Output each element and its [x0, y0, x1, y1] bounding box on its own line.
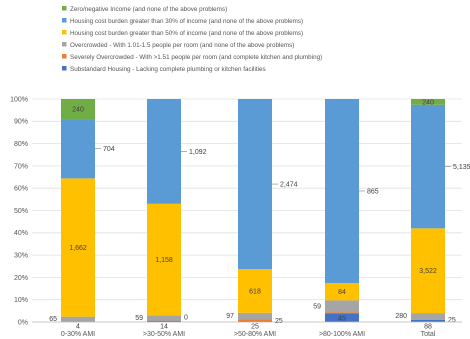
bar-segment — [238, 312, 272, 320]
data-label: 25 — [251, 324, 259, 331]
legend: Zero/negative Income (and none of the ab… — [62, 6, 322, 73]
data-label: 3,522 — [419, 268, 437, 275]
x-category-label: >50-80% AMI — [234, 331, 276, 338]
data-label: 59 — [135, 315, 143, 322]
data-label: 4 — [76, 324, 80, 331]
bar-segment — [411, 313, 445, 320]
bar-segment — [147, 320, 181, 322]
data-label: 1,158 — [155, 257, 173, 264]
bar-segment — [325, 313, 359, 322]
y-tick-label: 100% — [10, 96, 28, 103]
legend-swatch — [62, 42, 67, 47]
legend-entry: Housing cost burden greater than 30% of … — [70, 18, 303, 25]
y-tick-label: 70% — [14, 163, 28, 170]
y-tick-label: 10% — [14, 297, 28, 304]
legend-entry: Substandard Housing - Lacking complete p… — [70, 66, 266, 73]
bar-segment — [61, 119, 95, 179]
y-tick-label: 50% — [14, 208, 28, 215]
data-label: 65 — [49, 316, 57, 323]
legend-entry: Overcrowded - With 1.01-1.5 people per r… — [70, 42, 294, 49]
data-label: 280 — [395, 313, 407, 320]
y-axis: 0% 10% 20% 30% 40% 50% 60% 70% 80% 90% 100% — [10, 96, 28, 326]
legend-swatch — [62, 30, 67, 35]
data-label: 1,092 — [189, 149, 207, 156]
data-label: 25 — [448, 317, 456, 324]
data-label: 25 — [275, 318, 283, 325]
bar-segment — [325, 300, 359, 313]
bar-segment — [411, 319, 445, 320]
data-labels: 65 1,662 704 240 4 59 1,158 1,092 14 25 97 618 2,474… — [49, 99, 470, 330]
y-tick-label: 80% — [14, 141, 28, 148]
bar-segment — [238, 269, 272, 313]
y-tick-label: 0% — [18, 319, 28, 326]
data-label: 84 — [338, 289, 346, 296]
bar-segment — [411, 228, 445, 314]
bar-segment — [61, 99, 95, 120]
bar-segment — [147, 203, 181, 316]
data-label: 0 — [184, 315, 188, 322]
legend-swatch — [62, 54, 67, 59]
data-label: 14 — [160, 324, 168, 331]
data-label: 1,662 — [69, 245, 87, 252]
data-label: 240 — [72, 107, 84, 114]
y-tick-label: 60% — [14, 186, 28, 193]
bar-segment — [325, 99, 359, 283]
data-label: 618 — [249, 289, 261, 296]
data-label: 97 — [226, 313, 234, 320]
legend-entry: Severely Overcrowded - With >1.51 people… — [70, 54, 322, 61]
bar-segment — [147, 99, 181, 204]
y-tick-label: 40% — [14, 230, 28, 237]
legend-entry: Zero/negative Income (and none of the ab… — [70, 6, 227, 13]
data-label: 240 — [422, 99, 434, 106]
x-category-label: Total — [421, 331, 436, 338]
bar-segment — [61, 178, 95, 317]
data-label: 704 — [103, 146, 115, 153]
bar-segment — [411, 99, 445, 105]
legend-entry: Housing cost burden greater than 50% of … — [70, 30, 303, 37]
bar-segment — [238, 319, 272, 322]
legend-swatch — [62, 18, 67, 23]
bar-segment — [325, 312, 359, 314]
data-label: 2,474 — [280, 182, 298, 189]
bars — [61, 99, 445, 322]
data-label: 45 — [338, 315, 346, 322]
bar-segment — [411, 319, 445, 322]
x-category-label: >30-50% AMI — [143, 331, 185, 338]
y-tick-label: 20% — [14, 275, 28, 282]
data-label: 865 — [367, 188, 379, 195]
x-category-label: >80-100% AMI — [319, 331, 365, 338]
bar-segment — [238, 321, 272, 322]
data-label: 88 — [424, 324, 432, 331]
bar-segment — [61, 316, 95, 322]
bar-segment — [238, 99, 272, 270]
y-tick-label: 90% — [14, 119, 28, 126]
bar-segment — [325, 282, 359, 301]
legend-swatch — [62, 6, 67, 11]
x-category-label: 0-30% AMI — [61, 331, 95, 338]
data-label: 59 — [313, 303, 321, 310]
bar-segment — [411, 104, 445, 229]
bar-segment — [147, 315, 181, 321]
y-tick-label: 30% — [14, 253, 28, 260]
legend-swatch — [62, 66, 67, 71]
x-axis: 0-30% AMI >30-50% AMI >50-80% AMI >80-100% … — [32, 321, 462, 338]
data-label: 5,135 — [453, 164, 470, 171]
